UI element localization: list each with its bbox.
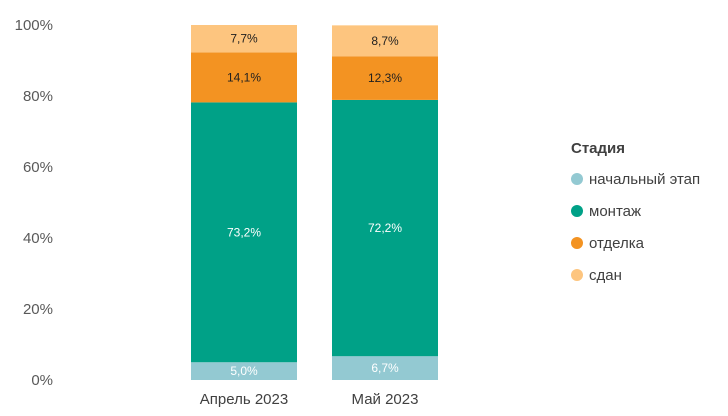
- legend-label: начальный этап: [589, 170, 701, 188]
- bar-segment: [191, 362, 297, 380]
- data-label: 7,7%: [230, 32, 258, 46]
- y-tick-label: 40%: [23, 230, 53, 247]
- y-tick-label: 100%: [15, 17, 53, 34]
- bars: 5,0% 73,2% 14,1% 7,7% 6,7% 72,2% 12,3% 8,7%: [191, 25, 438, 380]
- y-tick-label: 80%: [23, 88, 53, 105]
- bar-segment: [332, 356, 438, 380]
- y-tick-label: 0%: [31, 372, 53, 389]
- y-tick-label: 60%: [23, 159, 53, 176]
- x-axis: Апрель 2023 Май 2023: [200, 391, 419, 408]
- legend-item: монтаж: [571, 195, 700, 227]
- bar-segment: [191, 102, 297, 363]
- bar-segment: [191, 52, 297, 103]
- bar-segment: [332, 56, 438, 100]
- legend-item: сдан: [571, 259, 700, 291]
- x-tick-label: Апрель 2023: [200, 391, 288, 408]
- bar-segment: [191, 25, 297, 53]
- bar-stack: 5,0% 73,2% 14,1% 7,7%: [191, 25, 297, 380]
- legend-label: сдан: [589, 266, 622, 284]
- legend-label: монтаж: [589, 202, 642, 220]
- legend-marker: [571, 173, 583, 185]
- data-label: 8,7%: [371, 34, 399, 48]
- legend-item: отделка: [571, 227, 700, 259]
- legend-item: начальный этап: [571, 163, 700, 195]
- data-label: 6,7%: [371, 361, 399, 375]
- legend-marker: [571, 205, 583, 217]
- data-label: 72,2%: [368, 221, 402, 235]
- data-label: 73,2%: [227, 225, 261, 239]
- legend-title: Стадия: [571, 140, 626, 157]
- legend-label: отделка: [589, 234, 644, 252]
- data-label: 5,0%: [230, 364, 258, 378]
- y-tick-label: 20%: [23, 301, 53, 318]
- legend: Стадия начальный этап монтаж отделка сдан: [571, 140, 700, 291]
- bar-segment: [332, 25, 438, 57]
- data-label: 14,1%: [227, 70, 261, 84]
- legend-items: начальный этап монтаж отделка сдан: [571, 163, 700, 291]
- data-label: 12,3%: [368, 71, 402, 85]
- bar-segment: [332, 99, 438, 357]
- legend-marker: [571, 237, 583, 249]
- bar-stack: 6,7% 72,2% 12,3% 8,7%: [332, 25, 438, 380]
- y-axis: 0% 20% 40% 60% 80% 100%: [15, 17, 53, 389]
- legend-marker: [571, 269, 583, 281]
- x-tick-label: Май 2023: [352, 391, 419, 408]
